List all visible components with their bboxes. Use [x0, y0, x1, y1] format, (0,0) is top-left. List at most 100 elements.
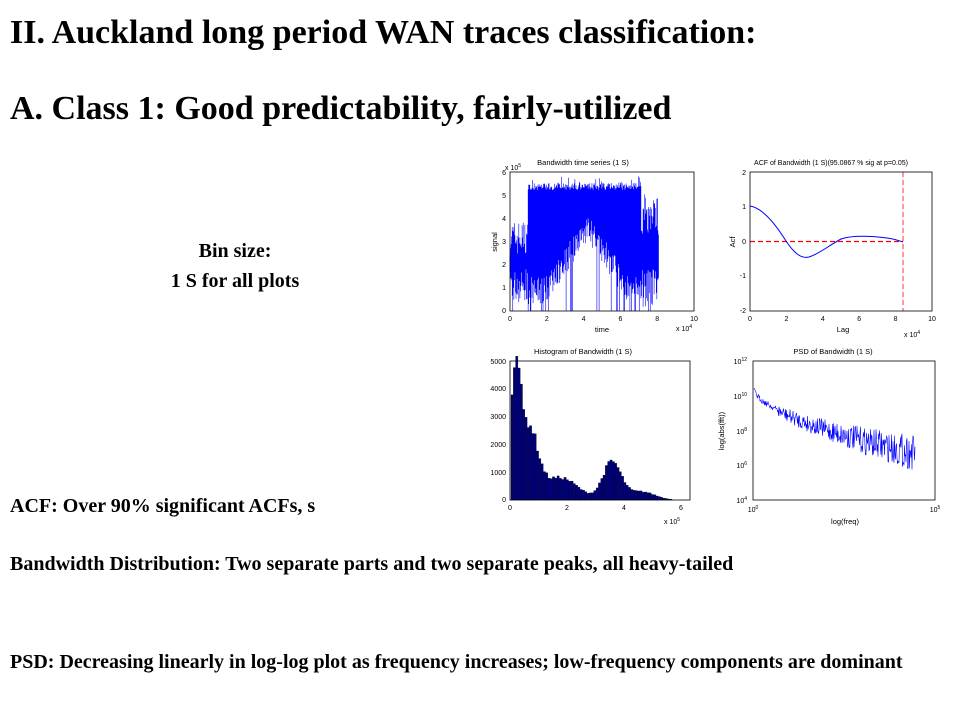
histogram-bar	[607, 461, 611, 501]
plot1-x-ticks: 0 2 4 6 8 10	[508, 316, 698, 323]
histogram-bar	[579, 489, 583, 501]
plot4-x-tick: 100	[748, 505, 759, 514]
slide-subtitle: A. Class 1: Good predictability, fairly-…	[10, 90, 672, 127]
plot3-x-tick: 2	[565, 505, 569, 512]
plot1-y-tick: 2	[502, 262, 506, 269]
histogram-bar	[628, 487, 631, 501]
histogram-bar	[533, 433, 537, 501]
histogram-bar	[577, 487, 581, 501]
plot3-y-tick: 0	[502, 497, 506, 504]
histogram-bar	[584, 491, 588, 501]
histogram-bar	[568, 481, 571, 501]
plot4-title: PSD of Bandwidth (1 S)	[793, 347, 873, 356]
histogram-bar	[637, 490, 640, 501]
histogram-bar	[600, 478, 604, 501]
plot4-y-ticks: 104 106 108 1010 1012	[734, 357, 748, 505]
plot4-psd-trace	[753, 387, 916, 470]
plot2-x-ticks: 0 2 4 6 8 10	[748, 316, 936, 323]
histogram-bar	[540, 463, 544, 501]
bin-size-label: Bin size: 1 S for all plots	[110, 236, 360, 296]
slide-title: II. Auckland long period WAN traces clas…	[10, 14, 757, 51]
histogram-bar	[655, 495, 659, 501]
plot-psd: PSD of Bandwidth (1 S) 100 105 104 106 1…	[717, 347, 941, 526]
histogram-bar	[586, 493, 590, 501]
plot3-y-tick: 5000	[490, 359, 506, 366]
bin-size-line-1: Bin size:	[198, 240, 272, 262]
plot4-x-tick: 105	[930, 505, 941, 514]
plot1-y-tick: 6	[502, 170, 506, 177]
plot1-y-multiplier: x 105	[505, 163, 521, 172]
plot2-y-tick: -2	[740, 308, 746, 315]
plot3-title: Histogram of Bandwidth (1 S)	[534, 347, 632, 356]
bandwidth-distribution-description: Bandwidth Distribution: Two separate par…	[10, 553, 734, 575]
histogram-bar	[556, 475, 560, 501]
histogram-bar	[593, 490, 597, 501]
histogram-bar	[543, 471, 546, 501]
plot1-series	[509, 176, 659, 311]
histogram-bar	[566, 479, 569, 501]
histogram-bar	[529, 425, 532, 501]
histogram-bar	[591, 492, 594, 501]
plot1-x-label: time	[595, 325, 609, 334]
plot2-frame	[749, 171, 933, 312]
histogram-bar	[561, 479, 565, 501]
histogram-bar	[625, 485, 629, 501]
histogram-bar	[595, 487, 599, 501]
plot2-x-tick: 4	[821, 316, 825, 323]
plot1-y-tick: 5	[502, 193, 506, 200]
plot3-bars	[510, 356, 673, 501]
histogram-bar	[526, 427, 530, 501]
histogram-bar	[641, 492, 645, 501]
histogram-bar	[538, 458, 542, 501]
histogram-bar	[621, 476, 624, 501]
plot3-frame	[509, 360, 691, 501]
histogram-bar	[646, 492, 650, 501]
plot2-y-label: Acf	[728, 236, 737, 248]
plot2-y-tick: 2	[742, 170, 746, 177]
histogram-bar	[552, 476, 555, 501]
plot3-x-tick: 4	[622, 505, 626, 512]
histogram-bar	[524, 417, 528, 501]
histogram-bar	[513, 367, 516, 501]
histogram-bar	[563, 477, 567, 501]
plot2-x-tick: 10	[928, 316, 936, 323]
plot4-y-tick: 1010	[734, 392, 748, 401]
plot1-x-multiplier: x 104	[676, 324, 692, 333]
plot2-title: ACF of Bandwidth (1 S)(95.0867 % sig at …	[754, 160, 908, 167]
histogram-bar	[559, 478, 562, 501]
plot2-acf-curve	[749, 205, 904, 258]
plot3-y-tick: 3000	[490, 414, 506, 421]
plot2-x-tick: 8	[894, 316, 898, 323]
plot2-x-multiplier: x 104	[904, 330, 920, 339]
plot3-y-tick: 1000	[490, 470, 506, 477]
histogram-bar	[616, 467, 620, 501]
plot1-y-tick: 1	[502, 285, 506, 292]
plot2-y-tick: -1	[740, 273, 746, 280]
histogram-bar	[522, 409, 525, 501]
plot2-x-tick: 6	[857, 316, 861, 323]
plot3-y-tick: 4000	[490, 386, 506, 393]
histogram-bar	[623, 482, 627, 501]
plot2-x-label: Lag	[837, 325, 850, 334]
plot3-y-ticks: 0 1000 2000 3000 4000 5000	[490, 359, 506, 504]
plot-acf: ACF of Bandwidth (1 S)(95.0867 % sig at …	[728, 160, 936, 339]
plot4-y-tick: 106	[736, 461, 747, 470]
histogram-bar	[515, 356, 519, 501]
histogram-bar	[630, 489, 634, 501]
plot1-y-label: signal	[490, 232, 499, 252]
plot3-x-tick: 0	[508, 505, 512, 512]
plot4-series	[753, 387, 916, 470]
histogram-bar	[614, 463, 617, 501]
histogram-bar	[602, 474, 606, 501]
plot1-x-tick: 0	[508, 316, 512, 323]
plot1-signal-trace	[509, 176, 659, 311]
plots-panel: Bandwidth time series (1 S) x 105 0 2 4 …	[463, 150, 955, 528]
histogram-bar	[549, 478, 553, 501]
plot4-y-label: log(abs(fft))	[717, 411, 726, 450]
plot3-x-multiplier: x 105	[664, 517, 680, 526]
histogram-bar	[520, 383, 523, 501]
plot1-y-tick: 0	[502, 308, 506, 315]
histogram-bar	[531, 433, 535, 501]
histogram-bar	[575, 485, 578, 501]
plot2-x-tick: 0	[748, 316, 752, 323]
